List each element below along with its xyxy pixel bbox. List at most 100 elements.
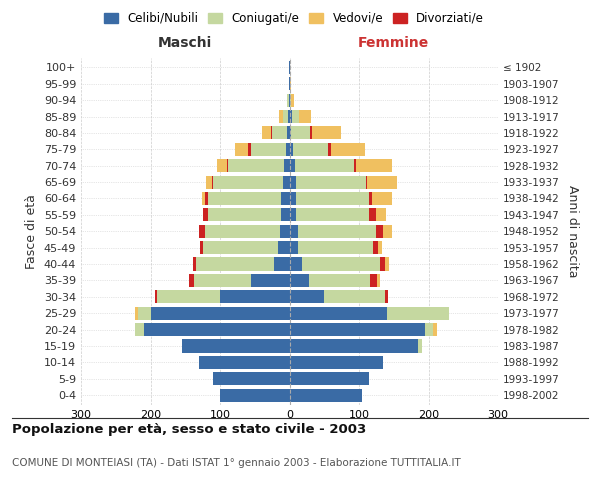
Bar xyxy=(199,356,290,369)
Bar xyxy=(208,208,281,222)
Bar xyxy=(290,306,387,320)
Bar xyxy=(135,306,138,320)
Bar xyxy=(289,94,290,106)
Bar xyxy=(370,208,376,222)
Bar xyxy=(135,323,143,336)
Bar xyxy=(290,356,383,369)
Bar xyxy=(367,176,397,188)
Bar xyxy=(373,241,379,254)
Bar xyxy=(143,323,290,336)
Bar xyxy=(155,290,157,304)
Bar xyxy=(387,306,449,320)
Text: Maschi: Maschi xyxy=(158,36,212,50)
Bar xyxy=(217,159,227,172)
Bar xyxy=(182,340,290,352)
Bar xyxy=(324,290,385,304)
Bar xyxy=(290,94,291,106)
Bar xyxy=(290,290,324,304)
Bar xyxy=(212,176,213,188)
Bar xyxy=(213,176,283,188)
Bar xyxy=(213,372,290,386)
Bar xyxy=(283,110,288,123)
Bar xyxy=(272,126,287,140)
Bar xyxy=(328,142,331,156)
Bar xyxy=(298,241,373,254)
Bar xyxy=(291,94,295,106)
Bar xyxy=(302,258,380,270)
Bar xyxy=(290,224,298,238)
Bar xyxy=(279,110,283,123)
Bar xyxy=(290,159,295,172)
Bar xyxy=(290,192,296,205)
Y-axis label: Fasce di età: Fasce di età xyxy=(25,194,38,268)
Bar xyxy=(286,142,290,156)
Bar xyxy=(196,258,274,270)
Bar xyxy=(287,126,290,140)
Bar xyxy=(331,142,365,156)
Bar xyxy=(227,159,229,172)
Bar xyxy=(290,274,309,287)
Bar xyxy=(376,208,386,222)
Bar xyxy=(202,192,205,205)
Bar xyxy=(281,208,290,222)
Bar xyxy=(295,159,354,172)
Bar xyxy=(296,208,370,222)
Bar xyxy=(370,274,377,287)
Bar xyxy=(377,274,380,287)
Bar xyxy=(290,176,296,188)
Bar xyxy=(380,258,385,270)
Bar xyxy=(194,274,251,287)
Bar xyxy=(385,290,388,304)
Bar xyxy=(251,142,286,156)
Bar xyxy=(372,192,392,205)
Bar xyxy=(383,224,392,238)
Bar xyxy=(262,126,271,140)
Text: Popolazione per età, sesso e stato civile - 2003: Popolazione per età, sesso e stato civil… xyxy=(12,422,366,436)
Bar xyxy=(376,224,383,238)
Bar xyxy=(274,258,290,270)
Bar xyxy=(291,126,310,140)
Bar xyxy=(312,126,341,140)
Bar xyxy=(151,306,290,320)
Bar xyxy=(356,159,392,172)
Bar xyxy=(203,241,278,254)
Bar xyxy=(379,241,382,254)
Bar xyxy=(157,290,220,304)
Bar xyxy=(310,126,312,140)
Bar xyxy=(220,290,290,304)
Bar xyxy=(281,192,290,205)
Bar xyxy=(289,61,290,74)
Bar xyxy=(138,306,151,320)
Bar xyxy=(208,192,281,205)
Text: Femmine: Femmine xyxy=(358,36,430,50)
Bar xyxy=(229,159,284,172)
Bar xyxy=(370,192,372,205)
Bar xyxy=(206,176,212,188)
Bar xyxy=(271,126,272,140)
Text: COMUNE DI MONTEIASI (TA) - Dati ISTAT 1° gennaio 2003 - Elaborazione TUTTITALIA.: COMUNE DI MONTEIASI (TA) - Dati ISTAT 1°… xyxy=(12,458,461,468)
Bar xyxy=(283,176,290,188)
Bar xyxy=(205,224,280,238)
Bar xyxy=(309,274,370,287)
Bar xyxy=(354,159,356,172)
Bar xyxy=(298,224,376,238)
Bar xyxy=(290,126,291,140)
Bar xyxy=(235,142,248,156)
Bar xyxy=(366,176,367,188)
Bar xyxy=(290,323,425,336)
Bar xyxy=(203,208,208,222)
Bar xyxy=(425,323,433,336)
Bar xyxy=(205,192,208,205)
Bar xyxy=(290,77,291,90)
Bar xyxy=(293,142,328,156)
Bar xyxy=(193,258,196,270)
Bar xyxy=(290,241,298,254)
Bar xyxy=(290,340,418,352)
Legend: Celibi/Nubili, Coniugati/e, Vedovi/e, Divorziati/e: Celibi/Nubili, Coniugati/e, Vedovi/e, Di… xyxy=(100,8,488,28)
Bar xyxy=(299,110,311,123)
Bar xyxy=(290,110,292,123)
Bar xyxy=(251,274,290,287)
Bar xyxy=(289,77,290,90)
Bar xyxy=(290,258,302,270)
Bar xyxy=(290,372,370,386)
